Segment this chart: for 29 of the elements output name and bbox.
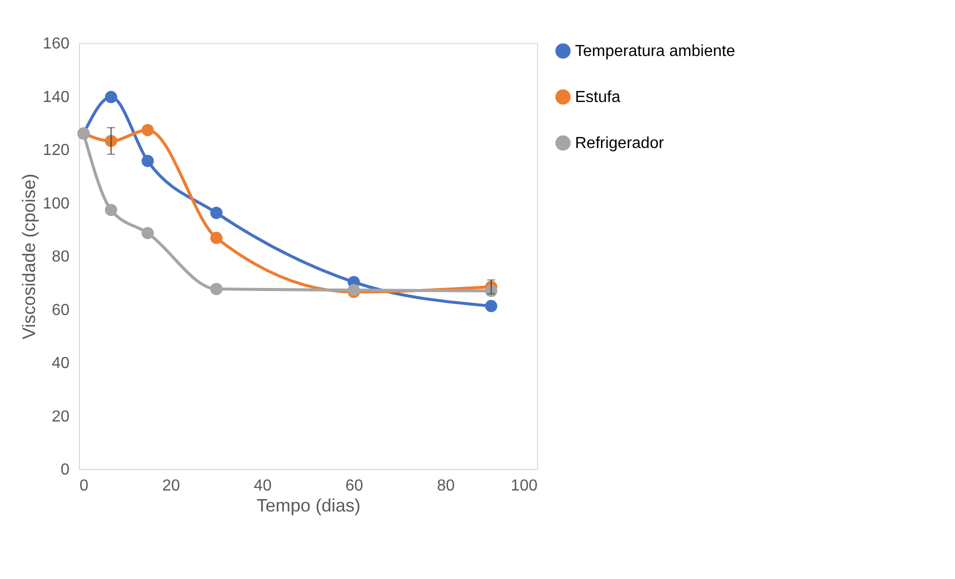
point: [104, 204, 118, 216]
legend-label: Refrigerador: [575, 135, 665, 152]
x-tick-label: 100: [510, 478, 538, 494]
y-tick-label: 40: [52, 355, 70, 372]
point: [142, 154, 154, 168]
y-tick-label: 160: [42, 36, 70, 52]
point: [142, 124, 154, 136]
legend-label: Estufa: [575, 89, 620, 106]
y-tick-label: 140: [42, 88, 70, 106]
x-tick-label: 0: [80, 478, 88, 494]
legend-label: Temperatura ambiente: [575, 43, 736, 60]
y-tick-label: 60: [52, 302, 70, 319]
x-tick-label: 20: [162, 478, 180, 494]
point: [104, 90, 118, 104]
point: [210, 206, 223, 219]
point: [210, 232, 223, 244]
x-tick-label: 80: [437, 478, 455, 494]
y-tick-label: 80: [52, 248, 70, 266]
y-axis-title: Viscosidade (cpoise): [18, 174, 39, 340]
point: [485, 300, 498, 312]
x-tick-label: 60: [345, 478, 364, 494]
y-tick-label: 120: [42, 142, 70, 159]
y-tick-label: 20: [52, 408, 70, 426]
point: [210, 282, 223, 296]
y-tick-label: 0: [60, 462, 70, 478]
y-tick-label: 100: [42, 195, 70, 212]
x-axis-title: Tempo (dias): [256, 496, 361, 516]
x-tick-label: 40: [254, 478, 272, 494]
point: [142, 226, 154, 240]
